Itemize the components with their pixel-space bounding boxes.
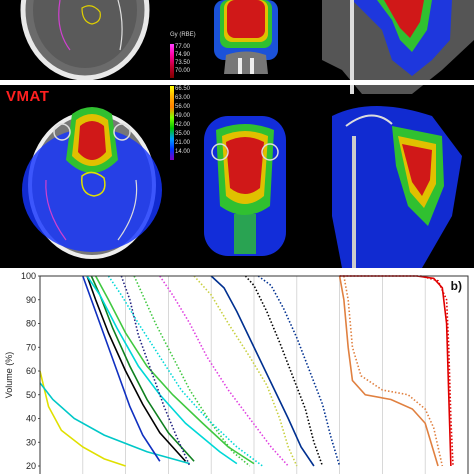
colorbar-level: 74.90 (175, 52, 191, 58)
colorbar-level: 35.00 (175, 131, 191, 137)
colorbar-level: 70.00 (175, 68, 191, 74)
dvh-series-line-7 (94, 275, 255, 465)
y-axis-label: Volume (%) (4, 352, 14, 399)
vmat-sagittal-dose-map (332, 96, 474, 268)
colorbar-level: 66.50 (175, 86, 191, 92)
top-coronal-dose-map (196, 0, 296, 74)
dvh-series-line-8 (210, 275, 315, 467)
colorbar-level: 42.00 (175, 122, 191, 128)
colorbar-level: 21.00 (175, 140, 191, 146)
colorbar-gradient (170, 86, 174, 160)
top-sagittal-dose-map (322, 0, 474, 94)
y-tick-label: 60 (26, 366, 36, 376)
colorbar-level: 77.00 (175, 44, 191, 50)
dvh-series-line-9 (120, 275, 191, 467)
y-tick-label: 70 (26, 342, 36, 352)
dvh-series-line-16 (338, 275, 439, 467)
chart-series-group (39, 275, 454, 467)
dvh-series-line-2 (39, 382, 191, 465)
dvh-series-line-14 (244, 275, 324, 467)
top-axial-ct-scan (0, 0, 160, 80)
dvh-series-line-11 (107, 275, 264, 467)
dose-images-panel: Gy (RBE) 77.00 74.90 73.50 70.00 (0, 0, 474, 268)
colorbar-level: 49.00 (175, 113, 191, 119)
dvh-series-line-5 (86, 275, 187, 462)
colorbar-level: 73.50 (175, 60, 191, 66)
colorbar-level: 14.00 (175, 149, 191, 155)
colorbar-level: 63.00 (175, 95, 191, 101)
vmat-dose-colorbar: 66.50 63.00 56.00 49.00 42.00 35.00 21.0… (170, 86, 196, 162)
y-tick-label: 100 (21, 271, 36, 281)
y-tick-label: 40 (26, 414, 36, 424)
vmat-axial-dose-map (6, 90, 176, 260)
dvh-series-line-3 (82, 275, 161, 462)
dvh-series-line-6 (86, 275, 238, 465)
colorbar-unit-label: Gy (RBE) (170, 32, 196, 38)
colorbar-level: 56.00 (175, 104, 191, 110)
y-axis-ticks: 100 90 80 70 60 50 40 30 20 (21, 271, 40, 471)
y-tick-label: 50 (26, 390, 36, 400)
y-tick-label: 20 (26, 461, 36, 471)
panel-divider (0, 80, 474, 85)
chart-grid (82, 276, 426, 474)
vmat-coronal-dose-map (190, 96, 300, 264)
colorbar-gradient (170, 44, 174, 78)
dvh-series-line-10 (133, 275, 251, 467)
y-tick-label: 90 (26, 295, 36, 305)
dvh-series-line-1 (39, 370, 126, 467)
dvh-series-line-12 (159, 275, 289, 467)
top-dose-colorbar: Gy (RBE) 77.00 74.90 73.50 70.00 (170, 32, 196, 80)
panel-letter: b) (451, 279, 462, 293)
y-tick-label: 30 (26, 437, 36, 447)
dvh-chart: 100 90 80 70 60 50 40 30 20 Volume (%) b) (4, 271, 469, 474)
dvh-series-line-17 (343, 275, 444, 467)
plot-frame (39, 275, 469, 474)
y-tick-label: 80 (26, 319, 36, 329)
dvh-chart-panel: 100 90 80 70 60 50 40 30 20 Volume (%) b) (0, 268, 474, 474)
vmat-method-label: VMAT (6, 88, 50, 105)
dvh-series-line-18 (339, 275, 452, 467)
dvh-series-line-15 (257, 275, 341, 467)
dvh-series-line-13 (193, 275, 298, 467)
dvh-series-line-19 (339, 275, 454, 467)
